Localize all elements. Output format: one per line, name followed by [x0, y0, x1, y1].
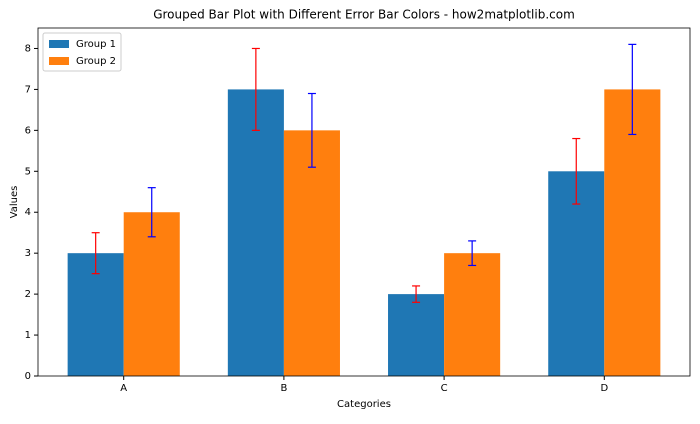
y-tick-label: 2 — [25, 289, 31, 300]
y-tick-label: 8 — [25, 43, 31, 54]
bar — [283, 130, 340, 376]
bar — [604, 89, 661, 376]
y-tick-label: 6 — [25, 125, 31, 136]
error-bar — [147, 187, 156, 238]
error-bar — [628, 43, 637, 136]
bar — [548, 171, 605, 376]
y-tick-label: 5 — [25, 166, 31, 177]
x-tick-label: B — [280, 383, 287, 394]
bar — [123, 212, 180, 376]
y-tick-label: 7 — [25, 84, 31, 95]
axes-frame — [37, 27, 691, 377]
chart-title: Grouped Bar Plot with Different Error Ba… — [153, 8, 575, 22]
x-tick-label: D — [600, 383, 608, 394]
error-bar — [91, 232, 100, 275]
x-tick-label: A — [120, 383, 127, 394]
bar — [444, 253, 501, 376]
x-tick-label: C — [441, 383, 448, 394]
y-tick-label: 4 — [25, 207, 31, 218]
error-bar — [468, 240, 477, 267]
error-bar — [572, 137, 581, 205]
legend-swatch — [49, 40, 69, 48]
error-bar — [251, 47, 260, 131]
error-bar — [307, 92, 316, 168]
y-tick-label: 1 — [25, 330, 31, 341]
bar — [388, 294, 445, 376]
legend-label: Group 2 — [76, 56, 116, 67]
error-bar — [412, 285, 421, 303]
legend-label: Group 1 — [76, 39, 116, 50]
y-axis-label: Values — [9, 186, 20, 219]
bar — [227, 89, 284, 376]
x-axis-label: Categories — [337, 399, 391, 410]
legend-swatch — [49, 57, 69, 65]
y-tick-label: 3 — [25, 248, 31, 259]
y-tick-label: 0 — [25, 371, 31, 382]
